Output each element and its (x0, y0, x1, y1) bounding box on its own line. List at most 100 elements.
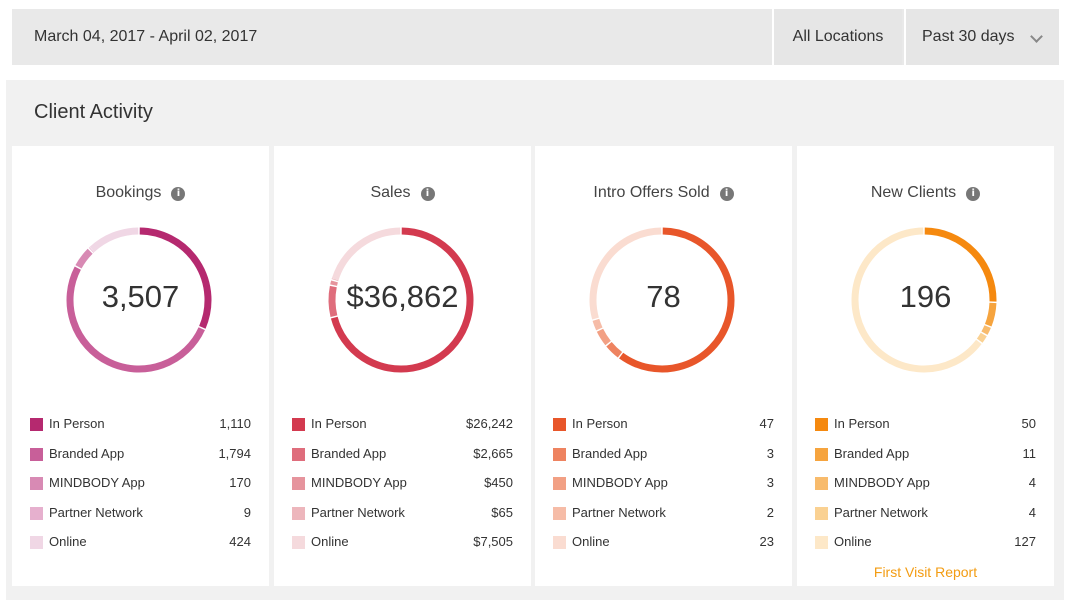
legend-swatch (553, 447, 566, 461)
legend-label: MINDBODY App (49, 475, 145, 490)
legend-value: 424 (229, 534, 251, 549)
legend-label: Branded App (834, 445, 910, 461)
legend-value: 1,794 (218, 445, 251, 461)
legend-item: Partner Network 2 (553, 504, 774, 534)
new-clients-legend: In Person 50 Branded App 11 MINDBODY App 4 Par… (815, 415, 1036, 563)
legend-item: MINDBODY App 4 (815, 474, 1036, 504)
donut-segment (596, 328, 611, 346)
chevron-down-icon (1030, 30, 1043, 43)
filter-bar: March 04, 2017 - April 02, 2017 All Loca… (12, 9, 1059, 65)
donut-segment (139, 227, 212, 329)
sales-legend: In Person $26,242 Branded App $2,665 MINDBOD… (292, 415, 513, 563)
legend-item: Online 127 (815, 533, 1036, 563)
legend-item: Partner Network 4 (815, 504, 1036, 534)
legend-item: Branded App $2,665 (292, 445, 513, 475)
legend-swatch (553, 477, 566, 490)
sales-total: $36,862 (346, 279, 459, 314)
legend-item: Online 424 (30, 533, 251, 563)
legend-swatch (30, 477, 43, 490)
legend-value: $450 (484, 475, 513, 490)
legend-label: Partner Network (572, 504, 666, 520)
legend-value: $65 (491, 504, 513, 520)
legend-swatch (292, 506, 305, 520)
card-title: Sales (370, 184, 411, 201)
location-selector-label: All Locations (792, 28, 884, 45)
donut-segment (330, 227, 474, 373)
intro-offers-card: Intro Offers Sold i 78 In Person 47 Branded… (535, 146, 792, 586)
legend-label: MINDBODY App (311, 475, 407, 490)
bookings-total: 3,507 (101, 279, 180, 314)
first-visit-report-link[interactable]: First Visit Report (873, 564, 978, 580)
legend-value: 4 (1028, 504, 1036, 520)
donut-segment (619, 227, 735, 373)
sales-card: Sales i $36,862 In Person $26,242 Branded A… (274, 146, 531, 586)
legend-label: In Person (311, 416, 367, 431)
donut-segment (592, 318, 603, 331)
info-icon[interactable]: i (966, 187, 981, 201)
donut-segment (589, 227, 662, 320)
legend-value: 127 (1014, 534, 1036, 549)
new-clients-card: New Clients i 196 In Person 50 Branded App 1… (797, 146, 1054, 586)
legend-swatch (553, 506, 566, 520)
donut-segment (330, 280, 338, 286)
donut-segment (851, 227, 982, 373)
period-dropdown-label: Past 30 days (922, 28, 1015, 45)
legend-label: MINDBODY App (834, 475, 930, 490)
legend-label: In Person (49, 416, 105, 431)
info-icon[interactable]: i (420, 187, 435, 201)
legend-swatch (815, 418, 828, 431)
legend-swatch (553, 418, 566, 431)
legend-item: MINDBODY App $450 (292, 474, 513, 504)
legend-swatch (815, 506, 828, 520)
legend-item: In Person 1,110 (30, 415, 251, 445)
legend-swatch (292, 477, 305, 490)
donut-segment (606, 341, 623, 358)
donut-segment (328, 285, 338, 318)
period-dropdown[interactable]: Past 30 days (904, 9, 1059, 65)
legend-value: 2 (766, 504, 774, 520)
legend-value: $2,665 (473, 445, 513, 461)
legend-label: Partner Network (311, 504, 405, 520)
donut-segment (66, 266, 205, 373)
location-selector-button[interactable]: All Locations (772, 9, 902, 65)
info-icon[interactable]: i (171, 187, 186, 201)
legend-item: In Person 47 (553, 415, 774, 445)
card-title: New Clients (870, 184, 957, 201)
legend-label: Partner Network (49, 504, 143, 520)
bookings-card: Bookings i 3,507 In Person 1,110 Branded Ap… (12, 146, 269, 586)
bookings-legend: In Person 1,110 Branded App 1,794 MINDBODY A… (30, 415, 251, 563)
donut-segment (924, 227, 997, 302)
legend-item: Branded App 1,794 (30, 445, 251, 475)
new-clients-total: 196 (899, 279, 952, 314)
legend-swatch (553, 536, 566, 549)
legend-swatch (815, 447, 828, 461)
legend-label: Partner Network (834, 504, 928, 520)
legend-label: In Person (572, 416, 628, 431)
legend-item: Online $7,505 (292, 533, 513, 563)
donut-segment (984, 302, 997, 327)
legend-label: Online (572, 534, 610, 549)
legend-swatch (30, 536, 43, 549)
legend-value: 170 (229, 475, 251, 490)
legend-label: In Person (834, 416, 890, 431)
intro-offers-total: 78 (646, 279, 681, 314)
legend-label: Branded App (49, 445, 125, 461)
donut-segment (981, 325, 991, 335)
info-icon[interactable]: i (719, 187, 734, 201)
legend-swatch (815, 536, 828, 549)
legend-item: Online 23 (553, 533, 774, 563)
legend-label: Branded App (572, 445, 648, 461)
legend-label: Online (49, 534, 87, 549)
date-range-label: March 04, 2017 - April 02, 2017 (34, 28, 258, 45)
legend-item: MINDBODY App 3 (553, 474, 774, 504)
client-activity-panel: Client Activity Bookings i 3,507 In Perso… (6, 80, 1064, 600)
legend-label: Online (834, 534, 872, 549)
legend-swatch (815, 477, 828, 490)
legend-value: 4 (1028, 475, 1036, 490)
legend-label: MINDBODY App (572, 475, 668, 490)
bookings-donut-chart (66, 227, 212, 373)
legend-item: Partner Network $65 (292, 504, 513, 534)
section-title: Client Activity (34, 101, 153, 123)
legend-swatch (292, 536, 305, 549)
new-clients-donut-chart (851, 227, 997, 373)
